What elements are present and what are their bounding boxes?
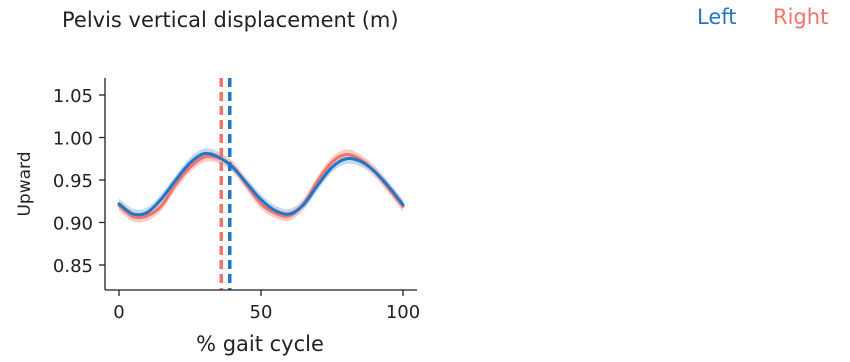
legend-right: Right xyxy=(773,5,829,29)
y-tick-label: 1.05 xyxy=(53,86,93,107)
axes: 0.85 0.90 0.95 1.00 1.05 0 50 100 xyxy=(53,78,420,323)
y-tick-label: 0.85 xyxy=(53,256,93,277)
legend-left: Left xyxy=(697,5,737,29)
event-markers xyxy=(219,78,232,290)
x-axis-label: % gait cycle xyxy=(196,332,324,356)
x-tick-label: 0 xyxy=(113,302,124,323)
x-tick-label: 100 xyxy=(386,302,420,323)
x-tick-label: 50 xyxy=(250,302,273,323)
chart-title: Pelvis vertical displacement (m) xyxy=(62,8,399,32)
series-lines xyxy=(117,151,405,220)
y-tick-label: 0.95 xyxy=(53,171,93,192)
series-line-right xyxy=(117,152,405,220)
y-axis-label: Upward xyxy=(15,151,35,216)
series-line-left xyxy=(117,151,405,217)
y-tick-label: 1.00 xyxy=(53,129,93,150)
y-tick-label: 0.90 xyxy=(53,214,93,235)
